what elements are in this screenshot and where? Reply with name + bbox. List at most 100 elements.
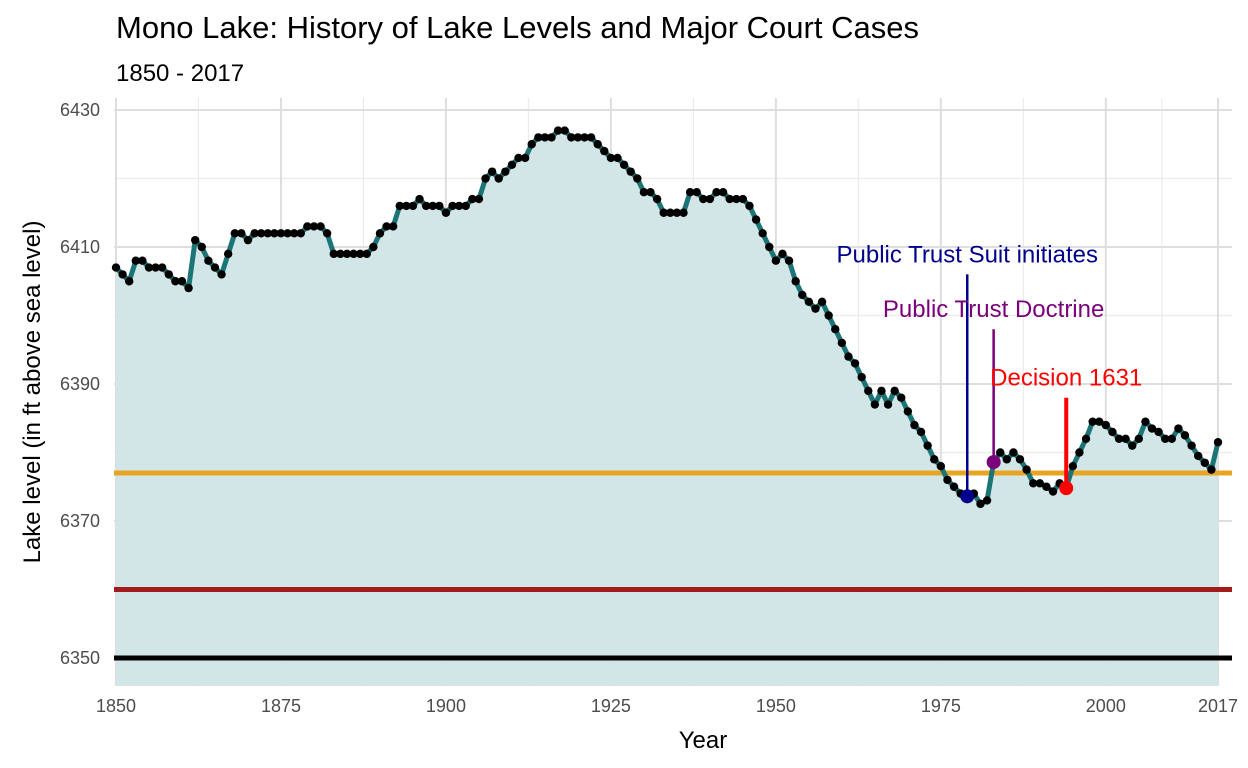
data-point xyxy=(1207,465,1216,474)
data-point xyxy=(223,249,233,259)
data-point xyxy=(699,194,708,204)
data-point xyxy=(672,208,682,217)
data-point xyxy=(652,194,662,204)
data-point xyxy=(164,270,173,279)
y-tick-label: 6410 xyxy=(60,237,100,257)
data-point xyxy=(857,372,866,382)
data-point xyxy=(1075,448,1084,457)
data-point xyxy=(870,400,880,409)
data-point xyxy=(296,229,305,238)
data-point xyxy=(204,256,213,265)
data-point xyxy=(1134,434,1144,443)
data-point xyxy=(1141,417,1150,426)
data-point xyxy=(1048,487,1058,496)
data-point xyxy=(243,235,253,245)
data-point xyxy=(778,249,787,259)
data-point xyxy=(903,407,913,416)
data-point xyxy=(322,229,332,238)
data-point xyxy=(553,126,563,135)
data-point xyxy=(1042,482,1051,491)
data-point xyxy=(138,256,147,265)
data-point xyxy=(666,208,675,217)
data-point xyxy=(567,133,576,142)
data-point xyxy=(916,427,926,437)
data-point xyxy=(712,188,721,197)
data-point xyxy=(481,174,490,183)
data-point xyxy=(685,188,695,197)
data-point xyxy=(540,133,550,142)
data-point xyxy=(124,277,134,286)
data-point xyxy=(276,229,286,238)
data-point xyxy=(949,482,959,491)
data-point xyxy=(1081,434,1091,443)
data-point xyxy=(817,297,827,306)
data-point xyxy=(1088,417,1097,426)
data-point xyxy=(369,242,378,252)
x-axis-title: Year xyxy=(679,727,728,754)
data-point xyxy=(725,194,734,204)
data-point xyxy=(177,277,187,286)
data-point xyxy=(263,229,272,238)
data-point xyxy=(1121,434,1130,443)
data-point xyxy=(1101,420,1111,430)
data-point xyxy=(626,167,635,176)
data-point xyxy=(1114,434,1124,443)
data-point xyxy=(375,229,385,238)
data-point xyxy=(256,229,266,238)
data-point xyxy=(883,400,893,409)
data-point xyxy=(837,338,847,348)
chart-title: Mono Lake: History of Lake Levels and Ma… xyxy=(116,10,919,45)
data-point xyxy=(342,249,352,259)
data-point xyxy=(738,194,748,204)
y-axis-title: Lake level (in ft above sea level) xyxy=(19,221,46,564)
data-point xyxy=(303,222,312,231)
data-point xyxy=(1015,455,1025,464)
data-point xyxy=(270,229,279,238)
data-point xyxy=(1154,427,1163,437)
data-point xyxy=(217,270,226,279)
x-tick-label: 1900 xyxy=(426,696,466,716)
data-point xyxy=(1194,451,1203,461)
data-point xyxy=(283,229,292,238)
data-point xyxy=(349,249,358,259)
data-point xyxy=(494,174,503,183)
data-point xyxy=(824,311,833,320)
data-point xyxy=(1213,438,1223,447)
data-point xyxy=(454,201,464,211)
data-point xyxy=(732,194,741,204)
data-point xyxy=(421,201,431,211)
annotation-marker xyxy=(986,455,1001,470)
x-tick-label: 1975 xyxy=(921,696,961,716)
x-tick-label: 1850 xyxy=(96,696,136,716)
data-point xyxy=(157,263,167,272)
data-point xyxy=(586,133,596,142)
data-point xyxy=(1161,434,1170,443)
data-point xyxy=(804,297,814,306)
y-tick-label: 6350 xyxy=(60,648,100,668)
data-point xyxy=(758,229,767,238)
data-point xyxy=(1174,424,1183,433)
data-point xyxy=(659,208,668,217)
data-point xyxy=(791,277,800,286)
data-point xyxy=(534,133,543,142)
data-point xyxy=(131,256,140,265)
data-point xyxy=(237,229,246,238)
data-point xyxy=(692,188,701,197)
data-point xyxy=(435,201,444,211)
data-point xyxy=(897,393,906,402)
data-point xyxy=(184,283,193,293)
data-point xyxy=(1147,424,1157,433)
data-point xyxy=(1167,434,1177,443)
annotation-label: Public Trust Doctrine xyxy=(883,296,1104,323)
data-point xyxy=(230,229,239,238)
data-point xyxy=(633,174,642,183)
data-point xyxy=(514,153,523,163)
data-point xyxy=(1095,417,1104,426)
data-point xyxy=(580,133,589,142)
data-point xyxy=(1009,448,1018,457)
data-point xyxy=(415,194,424,204)
data-point xyxy=(527,140,536,149)
data-point xyxy=(705,194,715,204)
data-point xyxy=(798,290,807,300)
